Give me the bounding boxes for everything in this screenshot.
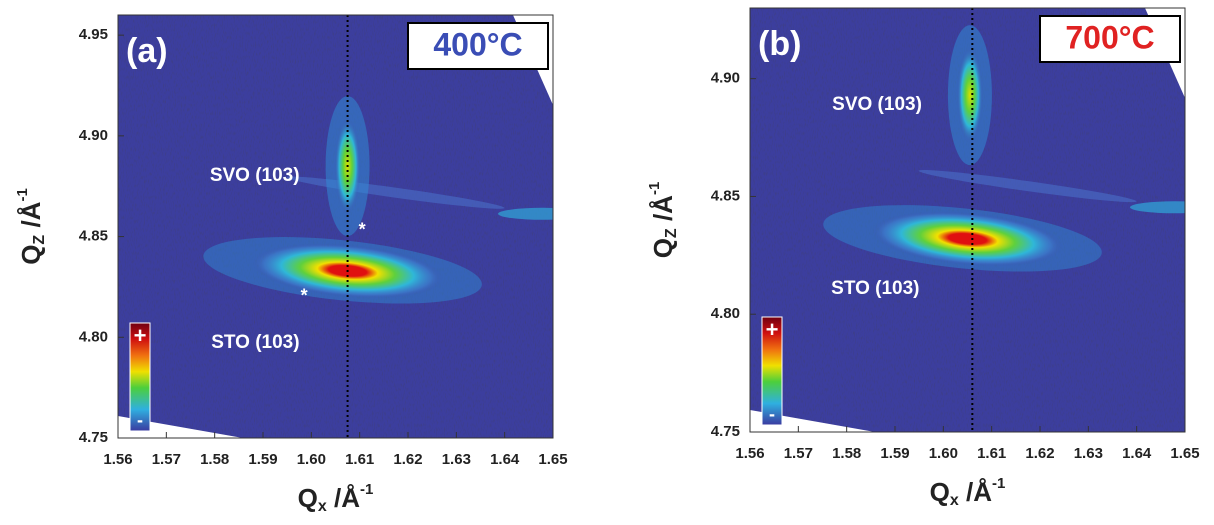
x-tick-label: 1.57 [784, 445, 813, 462]
x-axis-label-exponent: -1 [360, 481, 373, 498]
x-tick-label: 1.63 [1074, 445, 1103, 462]
y-axis-label-unit: /Å [648, 195, 678, 228]
y-tick-label: 4.90 [79, 127, 108, 144]
x-tick-label: 1.61 [345, 451, 374, 468]
x-tick-label: 1.58 [200, 451, 229, 468]
colorbar [129, 322, 151, 432]
x-axis-label-symbol: Q [298, 483, 318, 513]
y-axis-label-exponent: -1 [14, 188, 31, 201]
y-axis-label-subscript: Z [31, 235, 48, 245]
map-noise [118, 15, 553, 438]
y-tick-label: 4.80 [711, 305, 740, 322]
plot-area [118, 15, 553, 438]
peak [956, 47, 983, 144]
y-axis-label-exponent: -1 [646, 182, 663, 195]
x-tick-label: 1.60 [929, 445, 958, 462]
colorbar-min-label: - [137, 410, 143, 430]
panel: SVO (103) STO (103) (b) 700°C + - 1.56 1.57 1.58… [646, 7, 1200, 509]
x-tick-label: 1.61 [977, 445, 1006, 462]
x-tick-label: 1.56 [103, 451, 132, 468]
streak [498, 207, 553, 220]
frame [749, 7, 1186, 433]
x-axis-label-unit: /Å [959, 477, 992, 507]
colorbar [761, 316, 783, 426]
x-axis-label-subscript: x [950, 492, 959, 509]
x-tick-label: 1.65 [1170, 445, 1199, 462]
x-axis-label-subscript: x [318, 498, 327, 515]
temperature-label: 400°C [433, 26, 522, 62]
x-tick-label: 1.58 [832, 445, 861, 462]
temperature-box [1039, 15, 1181, 63]
x-tick-label: 1.62 [393, 451, 422, 468]
peak-label: STO (103) [831, 278, 919, 299]
colorbar-max-label: + [766, 317, 779, 342]
y-tick-label: 4.75 [711, 423, 740, 440]
x-tick-label: 1.63 [442, 451, 471, 468]
x-tick-label: 1.64 [1122, 445, 1152, 462]
frame [117, 14, 554, 439]
marker: * [301, 286, 308, 306]
colorbar-min-label: - [769, 404, 775, 424]
y-tick-label: 4.80 [79, 328, 108, 345]
x-tick-label: 1.57 [152, 451, 181, 468]
plot-area [750, 8, 1185, 432]
temperature-label: 700°C [1065, 19, 1154, 55]
x-axis-label-exponent: -1 [992, 475, 1005, 492]
peak [872, 211, 1063, 267]
colorbar-max-label: + [134, 323, 147, 348]
panel-label: (a) [126, 32, 168, 70]
x-tick-label: 1.60 [297, 451, 326, 468]
peak-label: STO (103) [211, 332, 299, 353]
panel: SVO (103) STO (103) * * (a) 400°C + - 1.56 1.57 1.… [14, 14, 568, 515]
x-tick-label: 1.59 [248, 451, 277, 468]
y-axis-label-unit: /Å [16, 201, 46, 234]
x-axis-label: Qx /Å-1 [298, 481, 374, 515]
x-tick-label: 1.59 [880, 445, 909, 462]
y-axis-label-symbol: Q [16, 245, 46, 265]
x-tick-label: 1.62 [1025, 445, 1054, 462]
y-axis-label: QZ /Å-1 [646, 182, 680, 259]
x-axis-label: Qx /Å-1 [930, 475, 1006, 509]
y-axis-label-symbol: Q [648, 238, 678, 258]
x-tick-label: 1.56 [735, 445, 764, 462]
y-tick-label: 4.85 [711, 187, 740, 204]
marker: * [359, 219, 366, 239]
x-axis-label-symbol: Q [930, 477, 950, 507]
x-tick-label: 1.64 [490, 451, 520, 468]
streak [1130, 201, 1185, 214]
x-tick-label: 1.65 [538, 451, 567, 468]
x-axis-label-unit: /Å [327, 483, 360, 513]
y-tick-label: 4.95 [79, 26, 108, 43]
y-tick-label: 4.75 [79, 429, 108, 446]
y-axis-label: QZ /Å-1 [14, 188, 48, 265]
temperature-box [407, 22, 549, 70]
peak-label: SVO (103) [832, 94, 922, 115]
peak-label: SVO (103) [210, 165, 300, 186]
panel-label: (b) [758, 25, 801, 63]
y-tick-label: 4.85 [79, 228, 108, 245]
y-tick-label: 4.90 [711, 70, 740, 87]
y-axis-label-subscript: Z [663, 228, 680, 238]
